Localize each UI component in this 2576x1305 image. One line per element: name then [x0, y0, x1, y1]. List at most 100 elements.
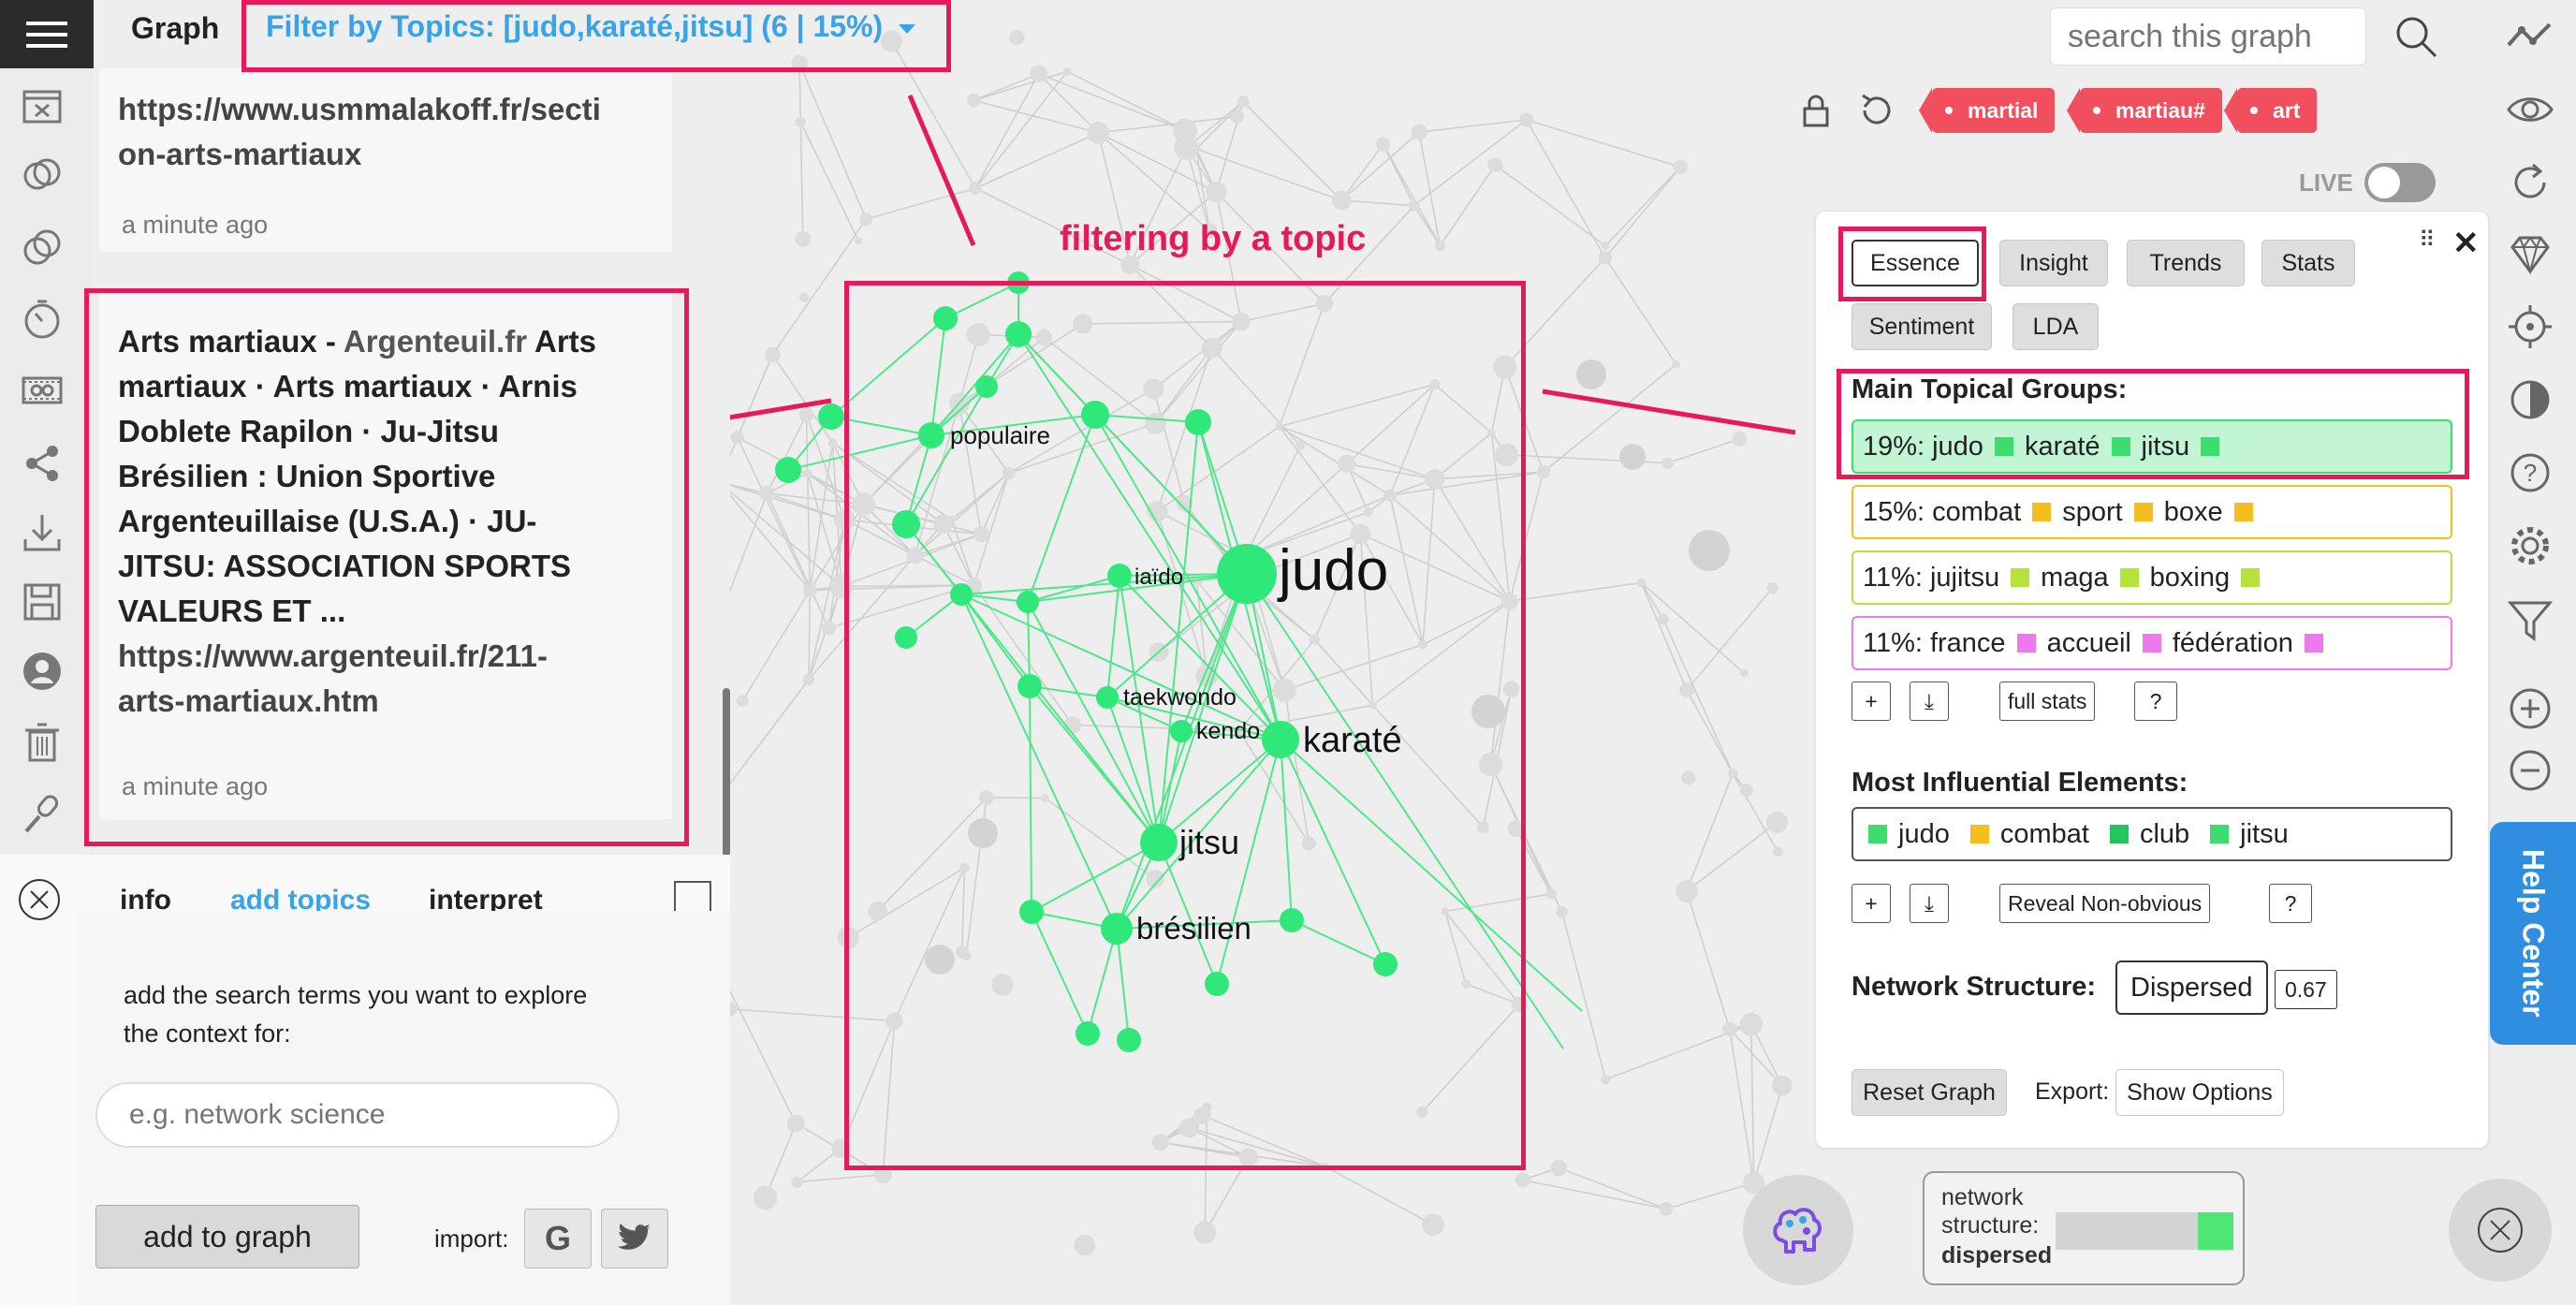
card-link[interactable]: https://www.usmmalakoff.fr/secti on-arts… [118, 87, 601, 177]
highlighted-node[interactable] [892, 510, 920, 538]
graph-node[interactable] [1441, 907, 1449, 916]
result-card[interactable]: Arts martiaux - Argenteuil.fr Arts marti… [99, 293, 672, 819]
download-groups-button[interactable]: ⤓ [1910, 682, 1949, 721]
graph-node[interactable] [1174, 136, 1199, 160]
graph-node[interactable] [1338, 454, 1356, 474]
graph-node[interactable] [991, 974, 1014, 996]
graph-node[interactable] [802, 583, 817, 597]
highlighted-node[interactable] [1101, 913, 1133, 945]
graph-node[interactable] [1151, 1134, 1169, 1151]
graph-node[interactable] [803, 468, 812, 478]
card-link-line[interactable]: https://www.usmmalakoff.fr/secti [118, 92, 601, 126]
graph-node[interactable] [1536, 465, 1550, 479]
influential-term[interactable]: combat [1999, 818, 2089, 849]
graph-node[interactable] [925, 945, 955, 975]
tab-interpret[interactable]: interpret [429, 885, 543, 916]
influential-term[interactable]: judo [1898, 818, 1950, 849]
topic-input[interactable] [95, 1082, 620, 1148]
refresh-icon[interactable] [2505, 157, 2555, 208]
node-label[interactable]: judo [1277, 538, 1388, 603]
settings-icon[interactable] [2505, 521, 2555, 571]
highlighted-node[interactable] [1185, 409, 1211, 435]
graph-node[interactable] [1331, 190, 1352, 211]
node-label[interactable]: jitsu [1178, 823, 1239, 861]
graph-node[interactable] [1202, 1102, 1212, 1112]
graph-node[interactable] [1740, 668, 1749, 678]
graph-node[interactable] [1383, 489, 1397, 502]
highlighted-node[interactable] [1373, 952, 1398, 976]
graph-node[interactable] [1425, 469, 1445, 490]
graph-node[interactable] [1237, 95, 1250, 109]
graph-node[interactable] [968, 818, 998, 848]
topical-group-row[interactable]: 19%: judo karaté jitsu [1852, 419, 2452, 474]
graph-node[interactable] [852, 492, 876, 516]
trend-icon[interactable] [2505, 11, 2555, 62]
search-icon[interactable] [2393, 13, 2439, 60]
graph-node[interactable] [1434, 240, 1446, 252]
graph-node[interactable] [1408, 199, 1420, 212]
group-term[interactable]: fédération [2172, 627, 2293, 658]
graph-node[interactable] [1040, 793, 1049, 803]
graph-node[interactable] [1519, 112, 1534, 127]
graph-node[interactable] [1030, 65, 1048, 83]
influential-help-button[interactable]: ? [2269, 884, 2312, 923]
graph-node[interactable] [730, 430, 744, 445]
ai-assistant-button[interactable] [1743, 1175, 1853, 1285]
target-icon[interactable] [2505, 301, 2555, 352]
graph-node[interactable] [1230, 110, 1244, 124]
highlighted-node[interactable] [818, 403, 844, 430]
graph-node[interactable] [1179, 1118, 1200, 1138]
google-import-button[interactable]: G [524, 1209, 592, 1268]
graph-node[interactable] [798, 292, 810, 303]
graph-node[interactable] [956, 945, 969, 959]
graph-node[interactable] [1471, 695, 1505, 728]
graph-node[interactable] [966, 322, 990, 346]
graph-node[interactable] [1062, 66, 1072, 76]
tag-martiau[interactable]: martiau# [2067, 88, 2222, 133]
graph-node[interactable] [802, 673, 815, 686]
node-label[interactable]: brésilien [1136, 911, 1251, 946]
graph-node[interactable] [1545, 888, 1557, 900]
graph-node[interactable] [1766, 582, 1778, 594]
topical-group-row[interactable]: 15%: combat sport boxe [1852, 485, 2452, 539]
tab-stats[interactable]: Stats [2261, 240, 2355, 286]
menu-button[interactable] [0, 0, 94, 68]
graph-node[interactable] [1363, 507, 1373, 517]
graph-node[interactable] [1301, 836, 1316, 851]
highlighted-node[interactable] [1217, 544, 1277, 604]
result-card[interactable]: https://www.usmmalakoff.fr/secti on-arts… [99, 68, 672, 252]
graph-node[interactable] [1309, 634, 1321, 645]
download-influential-button[interactable]: ⤓ [1910, 884, 1949, 923]
graph-node[interactable] [791, 1176, 803, 1188]
graph-node[interactable] [1201, 337, 1222, 359]
node-label[interactable]: populaire [950, 421, 1050, 449]
microphone-icon[interactable] [21, 792, 64, 835]
graph-node[interactable] [1576, 359, 1606, 389]
close-panel-icon[interactable]: ✕ [2452, 226, 2480, 261]
tag-art[interactable]: art [2223, 88, 2318, 133]
graph-node[interactable] [1350, 523, 1371, 545]
graph-node[interactable] [978, 790, 994, 805]
highlighted-node[interactable] [1117, 1028, 1141, 1052]
close-icon[interactable] [17, 877, 62, 922]
close-window-icon[interactable] [21, 84, 64, 127]
graph-node[interactable] [1418, 639, 1427, 650]
graph-node[interactable] [1772, 1076, 1793, 1096]
highlighted-node[interactable] [950, 583, 973, 606]
highlighted-node[interactable] [1017, 591, 1039, 613]
show-options-button[interactable]: Show Options [2115, 1069, 2284, 1116]
chevron-down-icon[interactable] [899, 24, 915, 34]
highlighted-node[interactable] [1170, 720, 1193, 742]
graph-node[interactable] [969, 182, 983, 196]
graph-node[interactable] [1502, 681, 1520, 697]
graph-node[interactable] [1765, 811, 1788, 833]
node-label[interactable]: iaïdo [1134, 565, 1183, 590]
scrollbar[interactable] [723, 688, 730, 857]
highlighted-node[interactable] [1205, 972, 1229, 996]
graph-node[interactable] [886, 1012, 903, 1030]
graph-node[interactable] [1173, 118, 1198, 143]
graph-node[interactable] [787, 1114, 805, 1133]
graph-node[interactable] [1681, 770, 1696, 785]
graph-node[interactable] [1238, 1148, 1258, 1167]
